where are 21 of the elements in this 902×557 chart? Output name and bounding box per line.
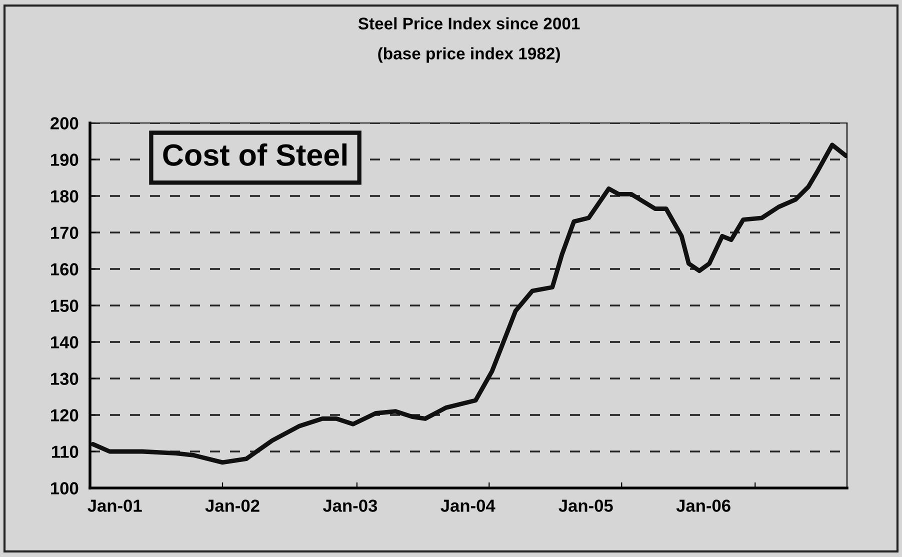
y-tick-label: 140: [51, 336, 78, 348]
x-tick-label: Jan-05: [558, 500, 613, 512]
chart-subtitle: (base price index 1982): [378, 47, 560, 63]
x-tick-label: Jan-01: [88, 500, 142, 512]
y-tick-label: 190: [51, 154, 78, 166]
annotation: Cost of Steel: [163, 143, 346, 166]
x-tick-label: Jan-03: [322, 500, 378, 512]
y-tick-label: 180: [51, 190, 78, 202]
y-tick-label: 110: [52, 446, 78, 458]
x-tick-label: Jan-06: [676, 500, 730, 512]
y-tick-label: 130: [51, 372, 78, 385]
x-tick-label: Jan-04: [440, 500, 496, 512]
x-tick-label: Jan-02: [205, 500, 260, 512]
y-tick-label: 150: [51, 300, 78, 312]
y-tick-label: 160: [51, 263, 78, 276]
y-tick-label: 170: [51, 226, 78, 239]
line-series: [90, 142, 847, 465]
chart-title: Steel Price Index since 2001: [358, 17, 580, 30]
y-tick-label: 100: [51, 482, 78, 494]
y-tick-label: 200: [50, 117, 78, 130]
y-tick-label: 120: [51, 409, 78, 422]
